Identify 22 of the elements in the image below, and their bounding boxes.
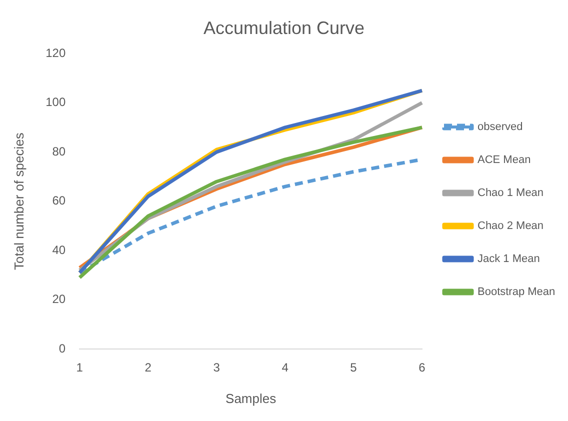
legend-label: Jack 1 Mean xyxy=(478,253,540,266)
y-tick-label: 60 xyxy=(52,194,66,208)
y-tick-label: 80 xyxy=(52,144,66,158)
x-axis-title: Samples xyxy=(226,390,277,406)
y-axis-title: Total number of species xyxy=(11,132,26,270)
y-tick-label: 20 xyxy=(52,292,66,306)
x-tick-label: 4 xyxy=(282,360,289,375)
y-tick-label: 120 xyxy=(46,46,66,60)
legend-label: observed xyxy=(478,121,523,134)
x-tick-label: 1 xyxy=(76,360,84,375)
y-tick-label: 0 xyxy=(58,341,66,356)
legend-label: Chao 1 Mean xyxy=(478,187,544,200)
chart-title: Accumulation Curve xyxy=(203,18,365,38)
legend-label: Bootstrap Mean xyxy=(478,286,556,298)
x-tick-label: 5 xyxy=(350,360,358,375)
x-tick-label: 3 xyxy=(213,360,220,375)
y-tick-label: 100 xyxy=(46,95,66,110)
y-tick-label: 40 xyxy=(52,242,66,257)
x-tick-label: 6 xyxy=(418,360,426,375)
legend-label: Chao 2 Mean xyxy=(478,220,544,232)
legend-label: ACE Mean xyxy=(478,154,531,166)
x-tick-label: 2 xyxy=(144,360,152,375)
